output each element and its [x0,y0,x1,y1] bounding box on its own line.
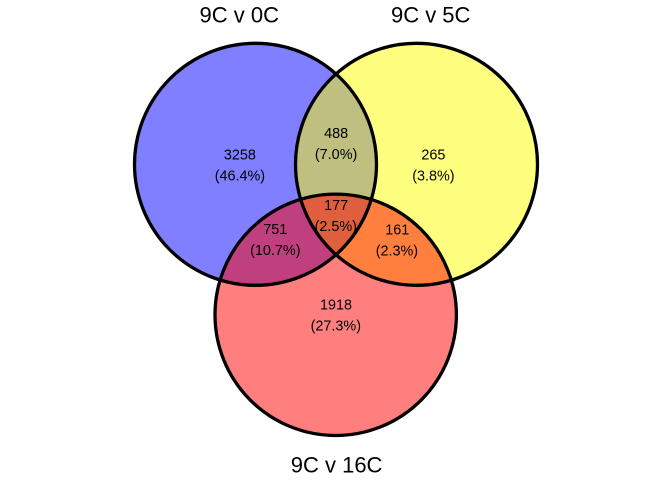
svg-text:1918: 1918 [320,298,352,314]
svg-text:(2.3%): (2.3%) [376,243,418,259]
svg-text:(7.0%): (7.0%) [315,147,357,163]
svg-text:3258: 3258 [224,147,256,163]
svg-text:9C v 16C: 9C v 16C [291,453,383,478]
svg-text:(27.3%): (27.3%) [311,319,361,335]
svg-text:177: 177 [324,198,348,214]
svg-text:161: 161 [385,222,409,238]
svg-text:(10.7%): (10.7%) [250,243,300,259]
svg-text:(46.4%): (46.4%) [215,168,265,184]
svg-text:9C v 5C: 9C v 5C [391,3,471,28]
svg-text:488: 488 [324,126,348,142]
svg-text:(3.8%): (3.8%) [412,168,454,184]
svg-text:(2.5%): (2.5%) [315,219,357,235]
svg-text:751: 751 [263,222,287,238]
svg-text:9C v 0C: 9C v 0C [200,3,280,28]
svg-text:265: 265 [421,147,445,163]
